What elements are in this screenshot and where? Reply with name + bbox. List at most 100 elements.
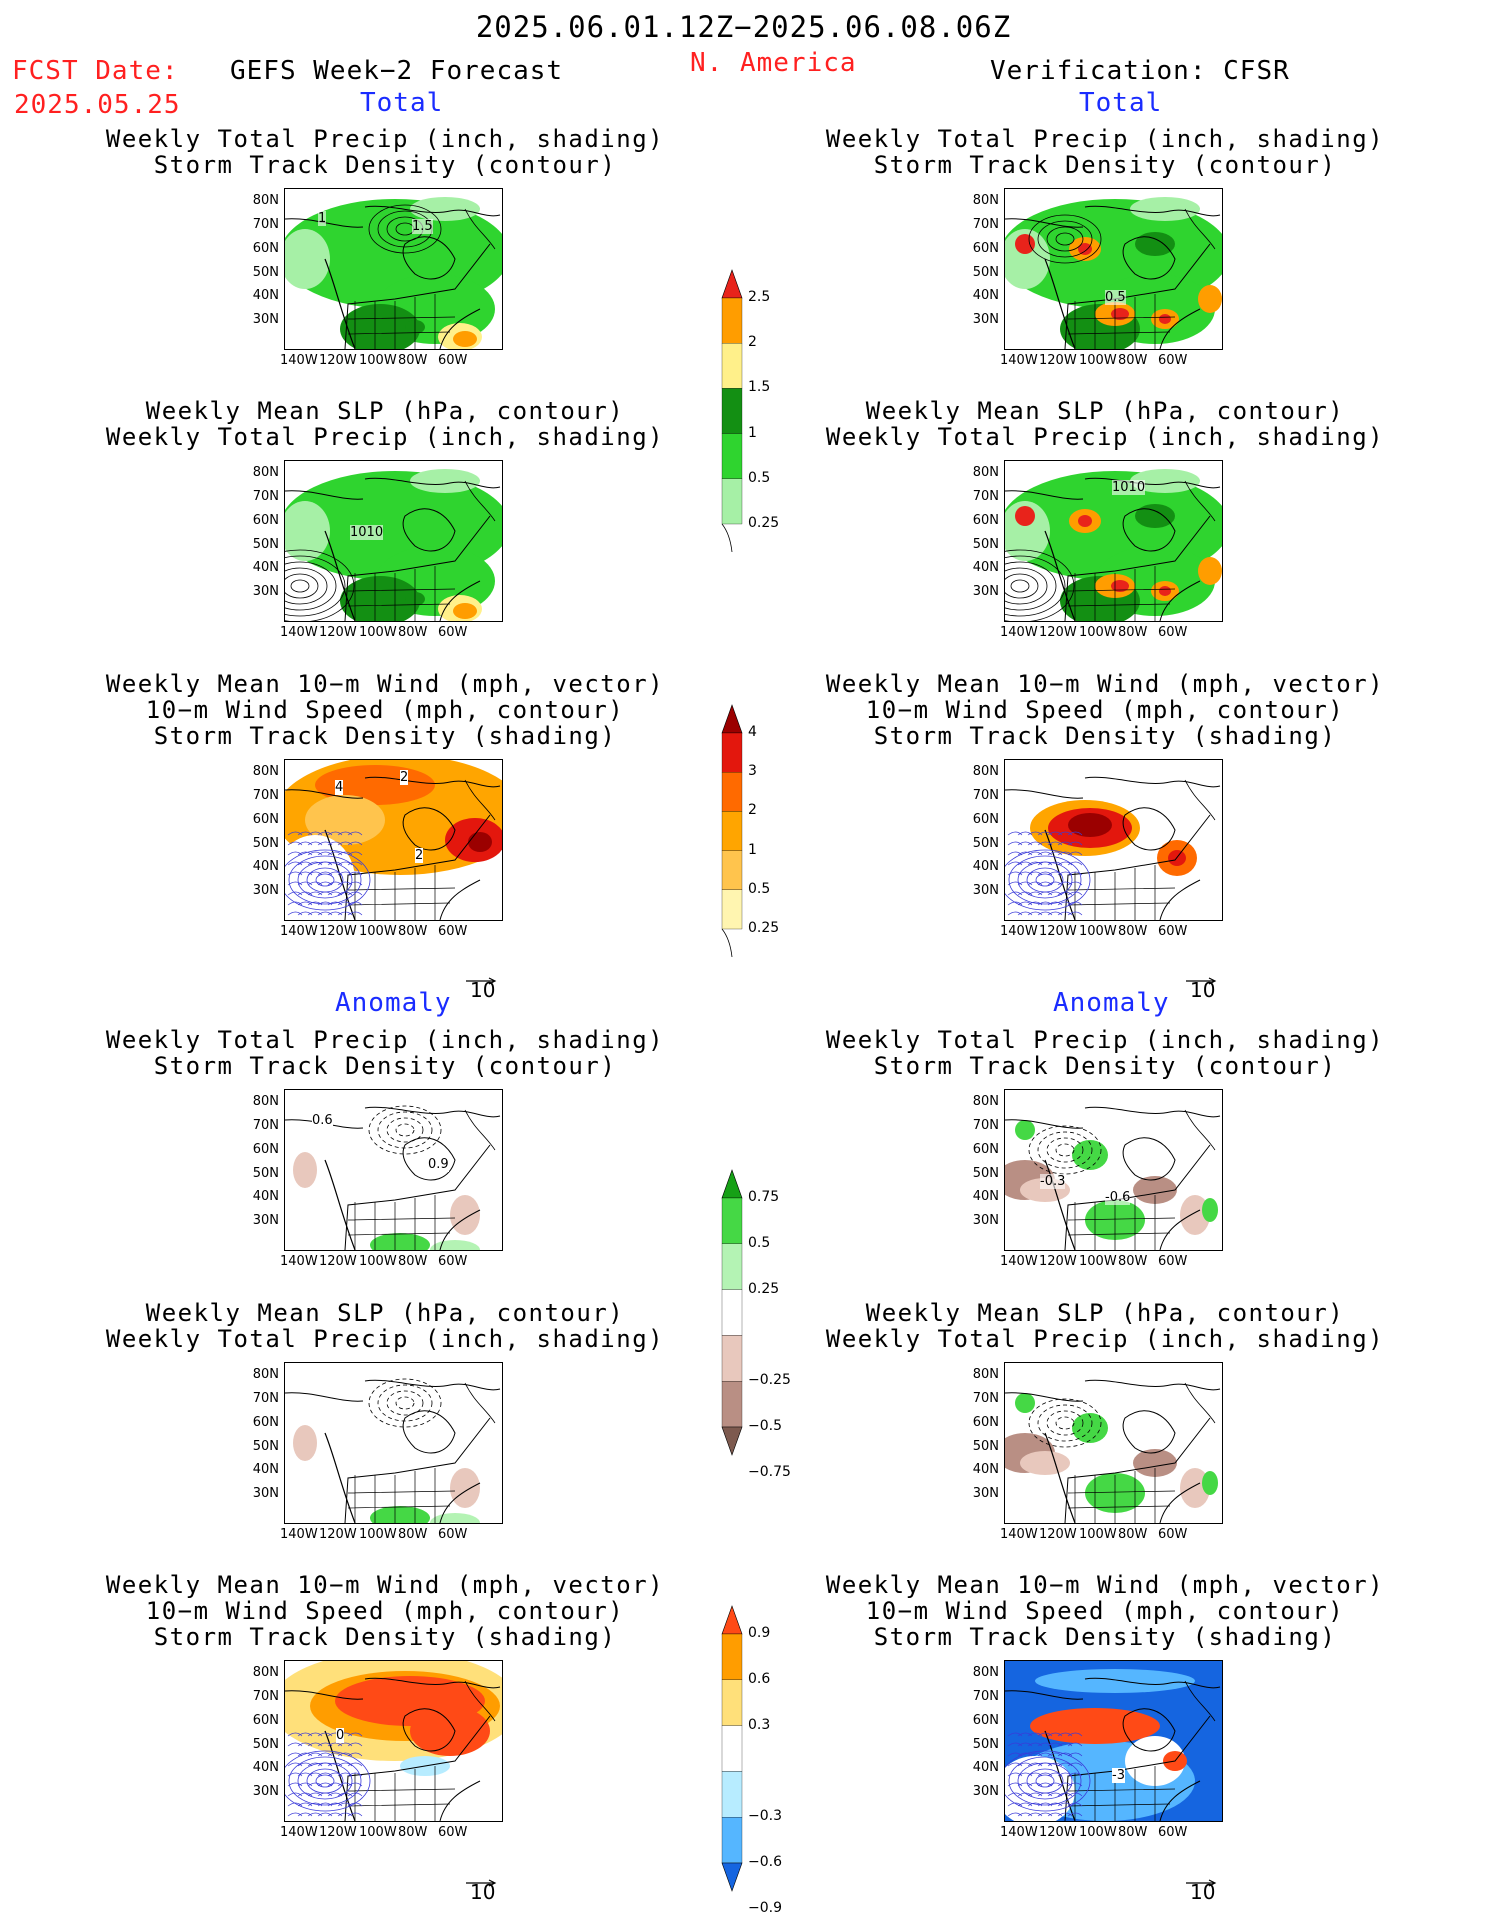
section-anomaly-right: Anomaly (1053, 988, 1170, 1018)
latitude-tick-label: 40N (972, 859, 999, 874)
panel-title-anom-fcst-slp-precip: Weekly Mean SLP (hPa, contour) Weekly Tot… (105, 1299, 665, 1353)
longitude-tick-label: 120W (1039, 625, 1077, 640)
panel-title-anom-obs-precip-track: Weekly Total Precip (inch, shading) Storm… (825, 1026, 1385, 1080)
latitude-tick-label: 40N (972, 288, 999, 303)
longitude-tick-label: 100W (1079, 625, 1117, 640)
colorbar-tick-label: −0.9 (748, 1899, 782, 1916)
longitude-tick-label: 80W (398, 924, 428, 939)
latitude-tick-label: 80N (972, 764, 999, 779)
longitude-tick-label: 100W (359, 1825, 397, 1840)
longitude-tick-label: 60W (1158, 353, 1188, 368)
longitude-tick-label: 140W (280, 1527, 318, 1542)
longitude-tick-label: 80W (398, 353, 428, 368)
latitude-tick-label: 30N (972, 312, 999, 327)
contour-label: -0.6 (1105, 1190, 1131, 1205)
contour-label: 0.9 (428, 1157, 449, 1172)
wind-reference-label: 10 (1190, 1880, 1216, 1904)
wind-reference-arrow (466, 1872, 498, 1891)
colorbar-precip-total (721, 269, 743, 553)
contour-label: 4 (335, 780, 344, 795)
colorbar-tick-label: 0.5 (748, 880, 771, 897)
longitude-tick-label: 140W (280, 353, 318, 368)
verification-title: Verification: CFSR (990, 56, 1290, 86)
latitude-tick-label: 40N (972, 1189, 999, 1204)
colorbar-tick-label: −0.3 (748, 1808, 782, 1825)
latitude-tick-label: 60N (252, 241, 279, 256)
latitude-tick-label: 80N (252, 465, 279, 480)
latitude-tick-label: 60N (252, 812, 279, 827)
longitude-tick-label: 120W (319, 924, 357, 939)
latitude-tick-label: 50N (252, 537, 279, 552)
panel-title-anom-fcst-wind-track: Weekly Mean 10−m Wind (mph, vector) 10−m … (105, 1571, 665, 1651)
longitude-tick-label: 120W (319, 353, 357, 368)
longitude-tick-label: 120W (319, 1254, 357, 1269)
latitude-tick-label: 60N (972, 241, 999, 256)
contour-label: 1010 (1112, 480, 1146, 495)
latitude-tick-label: 50N (252, 265, 279, 280)
latitude-tick-label: 60N (252, 1713, 279, 1728)
latitude-tick-label: 80N (972, 465, 999, 480)
longitude-tick-label: 60W (438, 924, 468, 939)
colorbar-tick-label: 0.3 (748, 1716, 771, 1733)
wind-reference-arrow (1186, 1872, 1218, 1891)
latitude-tick-label: 30N (252, 883, 279, 898)
latitude-tick-label: 50N (972, 537, 999, 552)
longitude-tick-label: 80W (1118, 924, 1148, 939)
latitude-tick-label: 70N (252, 489, 279, 504)
longitude-tick-label: 100W (1079, 1254, 1117, 1269)
forecast-model-title: GEFS Week−2 Forecast (230, 56, 564, 86)
latitude-tick-label: 80N (252, 1665, 279, 1680)
map-anom-obs-wind-track (1004, 1660, 1223, 1822)
latitude-tick-label: 60N (972, 1713, 999, 1728)
longitude-tick-label: 100W (1079, 1527, 1117, 1542)
section-anomaly-left: Anomaly (335, 988, 452, 1018)
longitude-tick-label: 60W (1158, 924, 1188, 939)
longitude-tick-label: 60W (438, 625, 468, 640)
contour-label: 1010 (350, 525, 384, 540)
longitude-tick-label: 100W (1079, 924, 1117, 939)
longitude-tick-label: 120W (319, 1527, 357, 1542)
map-obs-wind-track (1004, 759, 1223, 921)
contour-label: 2 (400, 770, 409, 785)
latitude-tick-label: 40N (972, 560, 999, 575)
latitude-tick-label: 70N (252, 217, 279, 232)
longitude-tick-label: 120W (319, 1825, 357, 1840)
latitude-tick-label: 60N (972, 1415, 999, 1430)
longitude-tick-label: 140W (280, 924, 318, 939)
latitude-tick-label: 60N (972, 513, 999, 528)
longitude-tick-label: 120W (1039, 1825, 1077, 1840)
wind-reference-label: 10 (470, 978, 496, 1002)
map-obs-precip-track (1004, 188, 1223, 350)
colorbar-tick-label: 2.5 (748, 289, 771, 305)
latitude-tick-label: 80N (972, 193, 999, 208)
colorbar-tick-label: −0.75 (748, 1463, 791, 1480)
wind-reference-arrow (1186, 970, 1218, 989)
latitude-tick-label: 80N (252, 1367, 279, 1382)
latitude-tick-label: 30N (972, 1213, 999, 1228)
latitude-tick-label: 70N (972, 217, 999, 232)
panel-title-fcst-slp-precip: Weekly Mean SLP (hPa, contour) Weekly Tot… (105, 397, 665, 451)
colorbar-tick-label: 1 (748, 841, 757, 858)
colorbar-tick-label: 3 (748, 763, 757, 780)
panel-title-anom-obs-slp-precip: Weekly Mean SLP (hPa, contour) Weekly Tot… (825, 1299, 1385, 1353)
latitude-tick-label: 60N (252, 1142, 279, 1157)
latitude-tick-label: 80N (972, 1094, 999, 1109)
colorbar-tick-label: −0.5 (748, 1418, 782, 1434)
colorbar-tick-label: 0.9 (748, 1625, 771, 1641)
colorbar-tick-label: 0.25 (748, 515, 780, 531)
longitude-tick-label: 80W (1118, 353, 1148, 368)
colorbar-tick-label: 0.5 (748, 469, 771, 486)
latitude-tick-label: 70N (972, 1689, 999, 1704)
map-anom-obs-precip-track (1004, 1089, 1223, 1251)
latitude-tick-label: 50N (972, 1166, 999, 1181)
longitude-tick-label: 100W (359, 1527, 397, 1542)
longitude-tick-label: 60W (1158, 1254, 1188, 1269)
latitude-tick-label: 50N (972, 1737, 999, 1752)
longitude-tick-label: 140W (280, 1254, 318, 1269)
contour-label: 0.6 (312, 1113, 333, 1128)
colorbar-track-total (721, 704, 743, 958)
latitude-tick-label: 50N (972, 836, 999, 851)
latitude-tick-label: 70N (972, 489, 999, 504)
latitude-tick-label: 80N (252, 1094, 279, 1109)
longitude-tick-label: 100W (359, 625, 397, 640)
